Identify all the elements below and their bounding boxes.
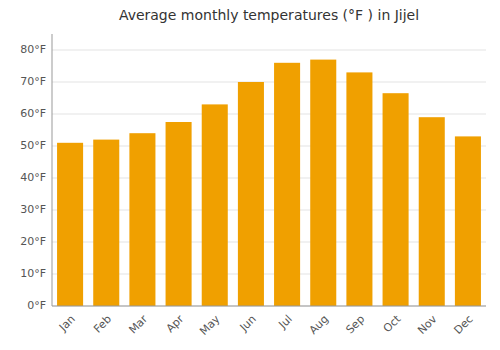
x-axis: Jan Feb Mar Apr May Jun Jul Aug Sep Oct Nov Dec bbox=[52, 306, 486, 338]
y-tick-label: 80°F bbox=[20, 43, 46, 56]
x-tick-label: Oct bbox=[381, 312, 404, 335]
x-tick-label: Dec bbox=[451, 313, 475, 337]
y-tick-label: 0°F bbox=[27, 299, 46, 312]
x-tick-label: May bbox=[197, 312, 223, 338]
grid-line bbox=[52, 82, 486, 83]
x-tick-label: Jan bbox=[56, 313, 78, 335]
bar bbox=[310, 60, 336, 306]
bar bbox=[274, 63, 300, 306]
y-axis-line bbox=[52, 34, 53, 306]
y-tick-label: 50°F bbox=[20, 139, 46, 152]
x-tick-label: Jun bbox=[237, 313, 259, 335]
grid-line bbox=[52, 50, 486, 51]
grid-line bbox=[52, 306, 486, 307]
x-tick-label: Mar bbox=[126, 312, 150, 336]
y-tick-label: 40°F bbox=[20, 171, 46, 184]
bar bbox=[166, 122, 192, 306]
bar bbox=[129, 133, 155, 306]
bar bbox=[383, 93, 409, 306]
bar bbox=[346, 72, 372, 306]
x-tick-label: Aug bbox=[307, 313, 331, 337]
x-axis-line bbox=[52, 306, 486, 307]
grid-line bbox=[52, 114, 486, 115]
y-tick-label: 70°F bbox=[20, 75, 46, 88]
bar bbox=[455, 136, 481, 306]
bars bbox=[57, 60, 481, 306]
y-tick-label: 60°F bbox=[20, 107, 46, 120]
x-tick-label: Nov bbox=[415, 312, 440, 337]
y-tick-label: 30°F bbox=[20, 203, 46, 216]
title: Average monthly temperatures (°F ) in Ji… bbox=[119, 7, 419, 23]
grid bbox=[52, 50, 486, 306]
x-tick-label: Feb bbox=[91, 313, 114, 336]
chart-container: Average monthly temperatures (°F ) in Ji… bbox=[0, 0, 500, 350]
y-axis: 0°F 10°F 20°F 30°F 40°F 50°F 60°F 70°F 80°F bbox=[20, 34, 52, 312]
x-tick-label: Apr bbox=[164, 312, 187, 335]
x-tick-label: Sep bbox=[343, 313, 367, 337]
y-tick-label: 20°F bbox=[20, 235, 46, 248]
bar bbox=[202, 104, 228, 306]
chart-svg: Average monthly temperatures (°F ) in Ji… bbox=[0, 0, 500, 350]
bar bbox=[419, 117, 445, 306]
x-tick-label: Jul bbox=[276, 313, 295, 332]
y-tick-label: 10°F bbox=[20, 267, 46, 280]
bar bbox=[57, 143, 83, 306]
bar bbox=[93, 140, 119, 306]
bar bbox=[238, 82, 264, 306]
